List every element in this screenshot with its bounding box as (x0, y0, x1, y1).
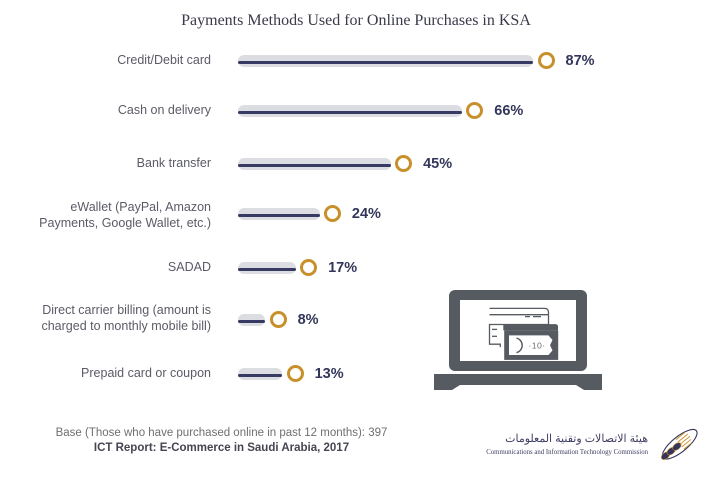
svg-text:Communications and Information: Communications and Information Technolog… (486, 449, 648, 456)
svg-text:هيئة الاتصالات وتقنية المعلوما: هيئة الاتصالات وتقنية المعلومات (505, 433, 648, 445)
svg-text:·10·: ·10· (528, 341, 545, 351)
